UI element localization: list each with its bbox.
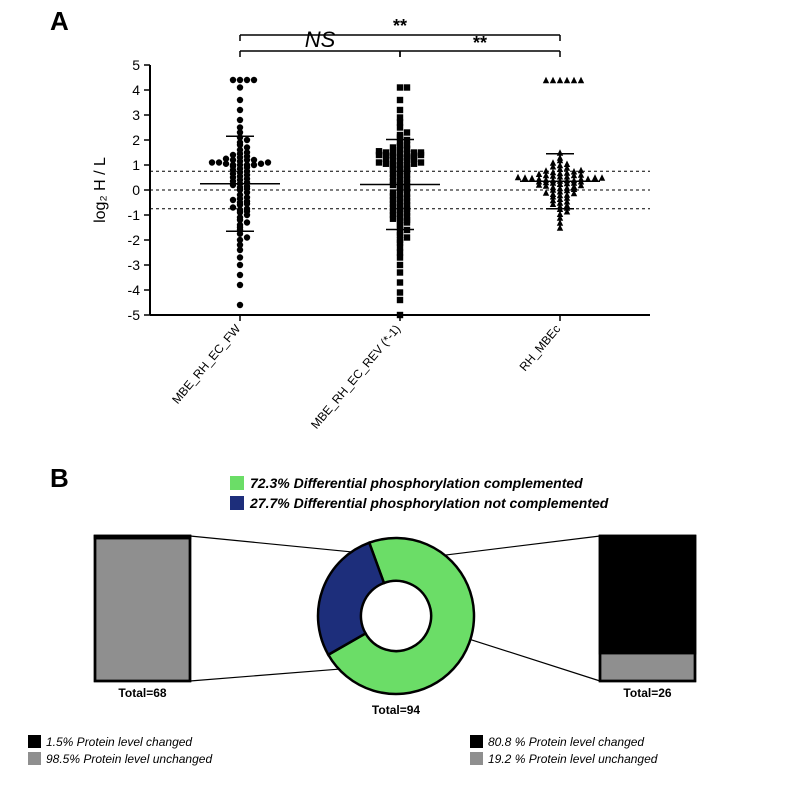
panel-b-figure: 72.3% Differential phosphorylation compl… [0,466,792,786]
svg-text:4: 4 [132,82,140,98]
svg-text:5: 5 [132,57,140,73]
svg-text:NS: NS [305,27,336,52]
svg-text:-1: -1 [128,207,141,223]
svg-text:-4: -4 [128,282,141,298]
scatter-plot: -5 -4 -3 -2 -1 0 1 2 3 4 5 log₂ H / L MBE_RH_EC_FW MB… [60,0,760,430]
svg-text:MBE_RH_EC_REV (*-1): MBE_RH_EC_REV (*-1) [308,322,403,430]
svg-text:MBE_RH_EC_FW: MBE_RH_EC_FW [169,321,244,406]
svg-text:19.2 % Protein level unchanged: 19.2 % Protein level unchanged [488,752,658,766]
svg-text:80.8 % Protein level changed: 80.8 % Protein level changed [488,735,644,749]
svg-text:3: 3 [132,107,140,123]
svg-text:RH_MBEc: RH_MBEc [517,322,564,374]
svg-text:72.3% Differential phosphoryla: 72.3% Differential phosphorylation compl… [250,475,583,491]
svg-text:2: 2 [132,132,140,148]
svg-text:27.7% Differential phosphoryla: 27.7% Differential phosphorylation not c… [249,495,609,511]
svg-text:log₂ H / L: log₂ H / L [92,157,109,223]
svg-text:98.5% Protein level unchanged: 98.5% Protein level unchanged [46,752,212,766]
svg-text:Total=68: Total=68 [118,686,166,700]
svg-text:**: ** [393,16,407,36]
svg-text:Total=26: Total=26 [623,686,671,700]
svg-text:-2: -2 [128,232,141,248]
svg-text:Total=94: Total=94 [372,703,420,717]
svg-text:1: 1 [132,157,140,173]
svg-text:-5: -5 [128,307,141,323]
svg-text:-3: -3 [128,257,141,273]
svg-text:1.5% Protein level changed: 1.5% Protein level changed [46,735,192,749]
svg-text:0: 0 [132,182,140,198]
svg-text:**: ** [473,33,487,53]
